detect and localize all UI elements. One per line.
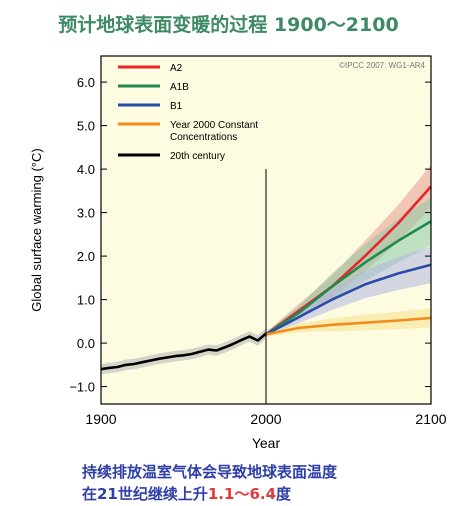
legend-label-2: B1: [170, 101, 183, 112]
caption-range: 1.1～6.4: [207, 485, 277, 503]
x-tick-label-0: 1900: [85, 411, 116, 427]
series-lines: [100, 185, 432, 371]
legend-label-3: Year 2000 Constant: [170, 120, 258, 131]
legend-label-1: A1B: [170, 82, 189, 93]
caption-line-2-suffix: 度: [276, 485, 292, 503]
y-tick-label-0: −1.0: [69, 380, 95, 395]
series-line-3: [265, 316, 432, 336]
legend-label-0: A2: [170, 63, 183, 74]
chart-title: 预计地球表面变暖的过程 1900～2100: [58, 14, 399, 36]
y-tick-label-6: 5.0: [77, 119, 95, 134]
legend-label-3-1: Concentrations: [170, 132, 237, 143]
x-tick-label-1: 2000: [250, 411, 281, 427]
caption: 持续排放温室气体会导致地球表面温度 在21世纪继续上升1.1～6.4度: [82, 461, 337, 505]
y-tick-label-5: 4.0: [77, 162, 95, 177]
x-tick-label-2: 2100: [415, 411, 446, 427]
series-line-4: [100, 332, 267, 371]
axis-ticks: −1.0 0.0 1.0 2.0 3.0 4.0 5.0 6.0 1900 2000 2100: [69, 75, 446, 427]
series-line-0: [265, 185, 432, 336]
y-tick-label-3: 2.0: [77, 249, 95, 264]
ipcc-credit: ©IPCC 2007: WG1-AR4: [339, 61, 425, 70]
y-tick-label-2: 1.0: [77, 293, 95, 308]
y-tick-label-7: 6.0: [77, 75, 95, 90]
series-line-2: [265, 263, 432, 336]
legend-label-4: 20th century: [170, 151, 225, 162]
y-tick-label-1: 0.0: [77, 336, 95, 351]
series-line-1: [265, 220, 432, 336]
caption-line-1: 持续排放温室气体会导致地球表面温度: [82, 463, 338, 481]
caption-line-2-prefix: 在21世纪继续上升: [82, 485, 208, 503]
y-axis-label: Global surface warming (°C): [29, 148, 44, 311]
x-axis-label: Year: [252, 435, 281, 451]
caption-line-2: 在21世纪继续上升1.1～6.4度: [82, 483, 337, 505]
y-tick-label-4: 3.0: [77, 206, 95, 221]
